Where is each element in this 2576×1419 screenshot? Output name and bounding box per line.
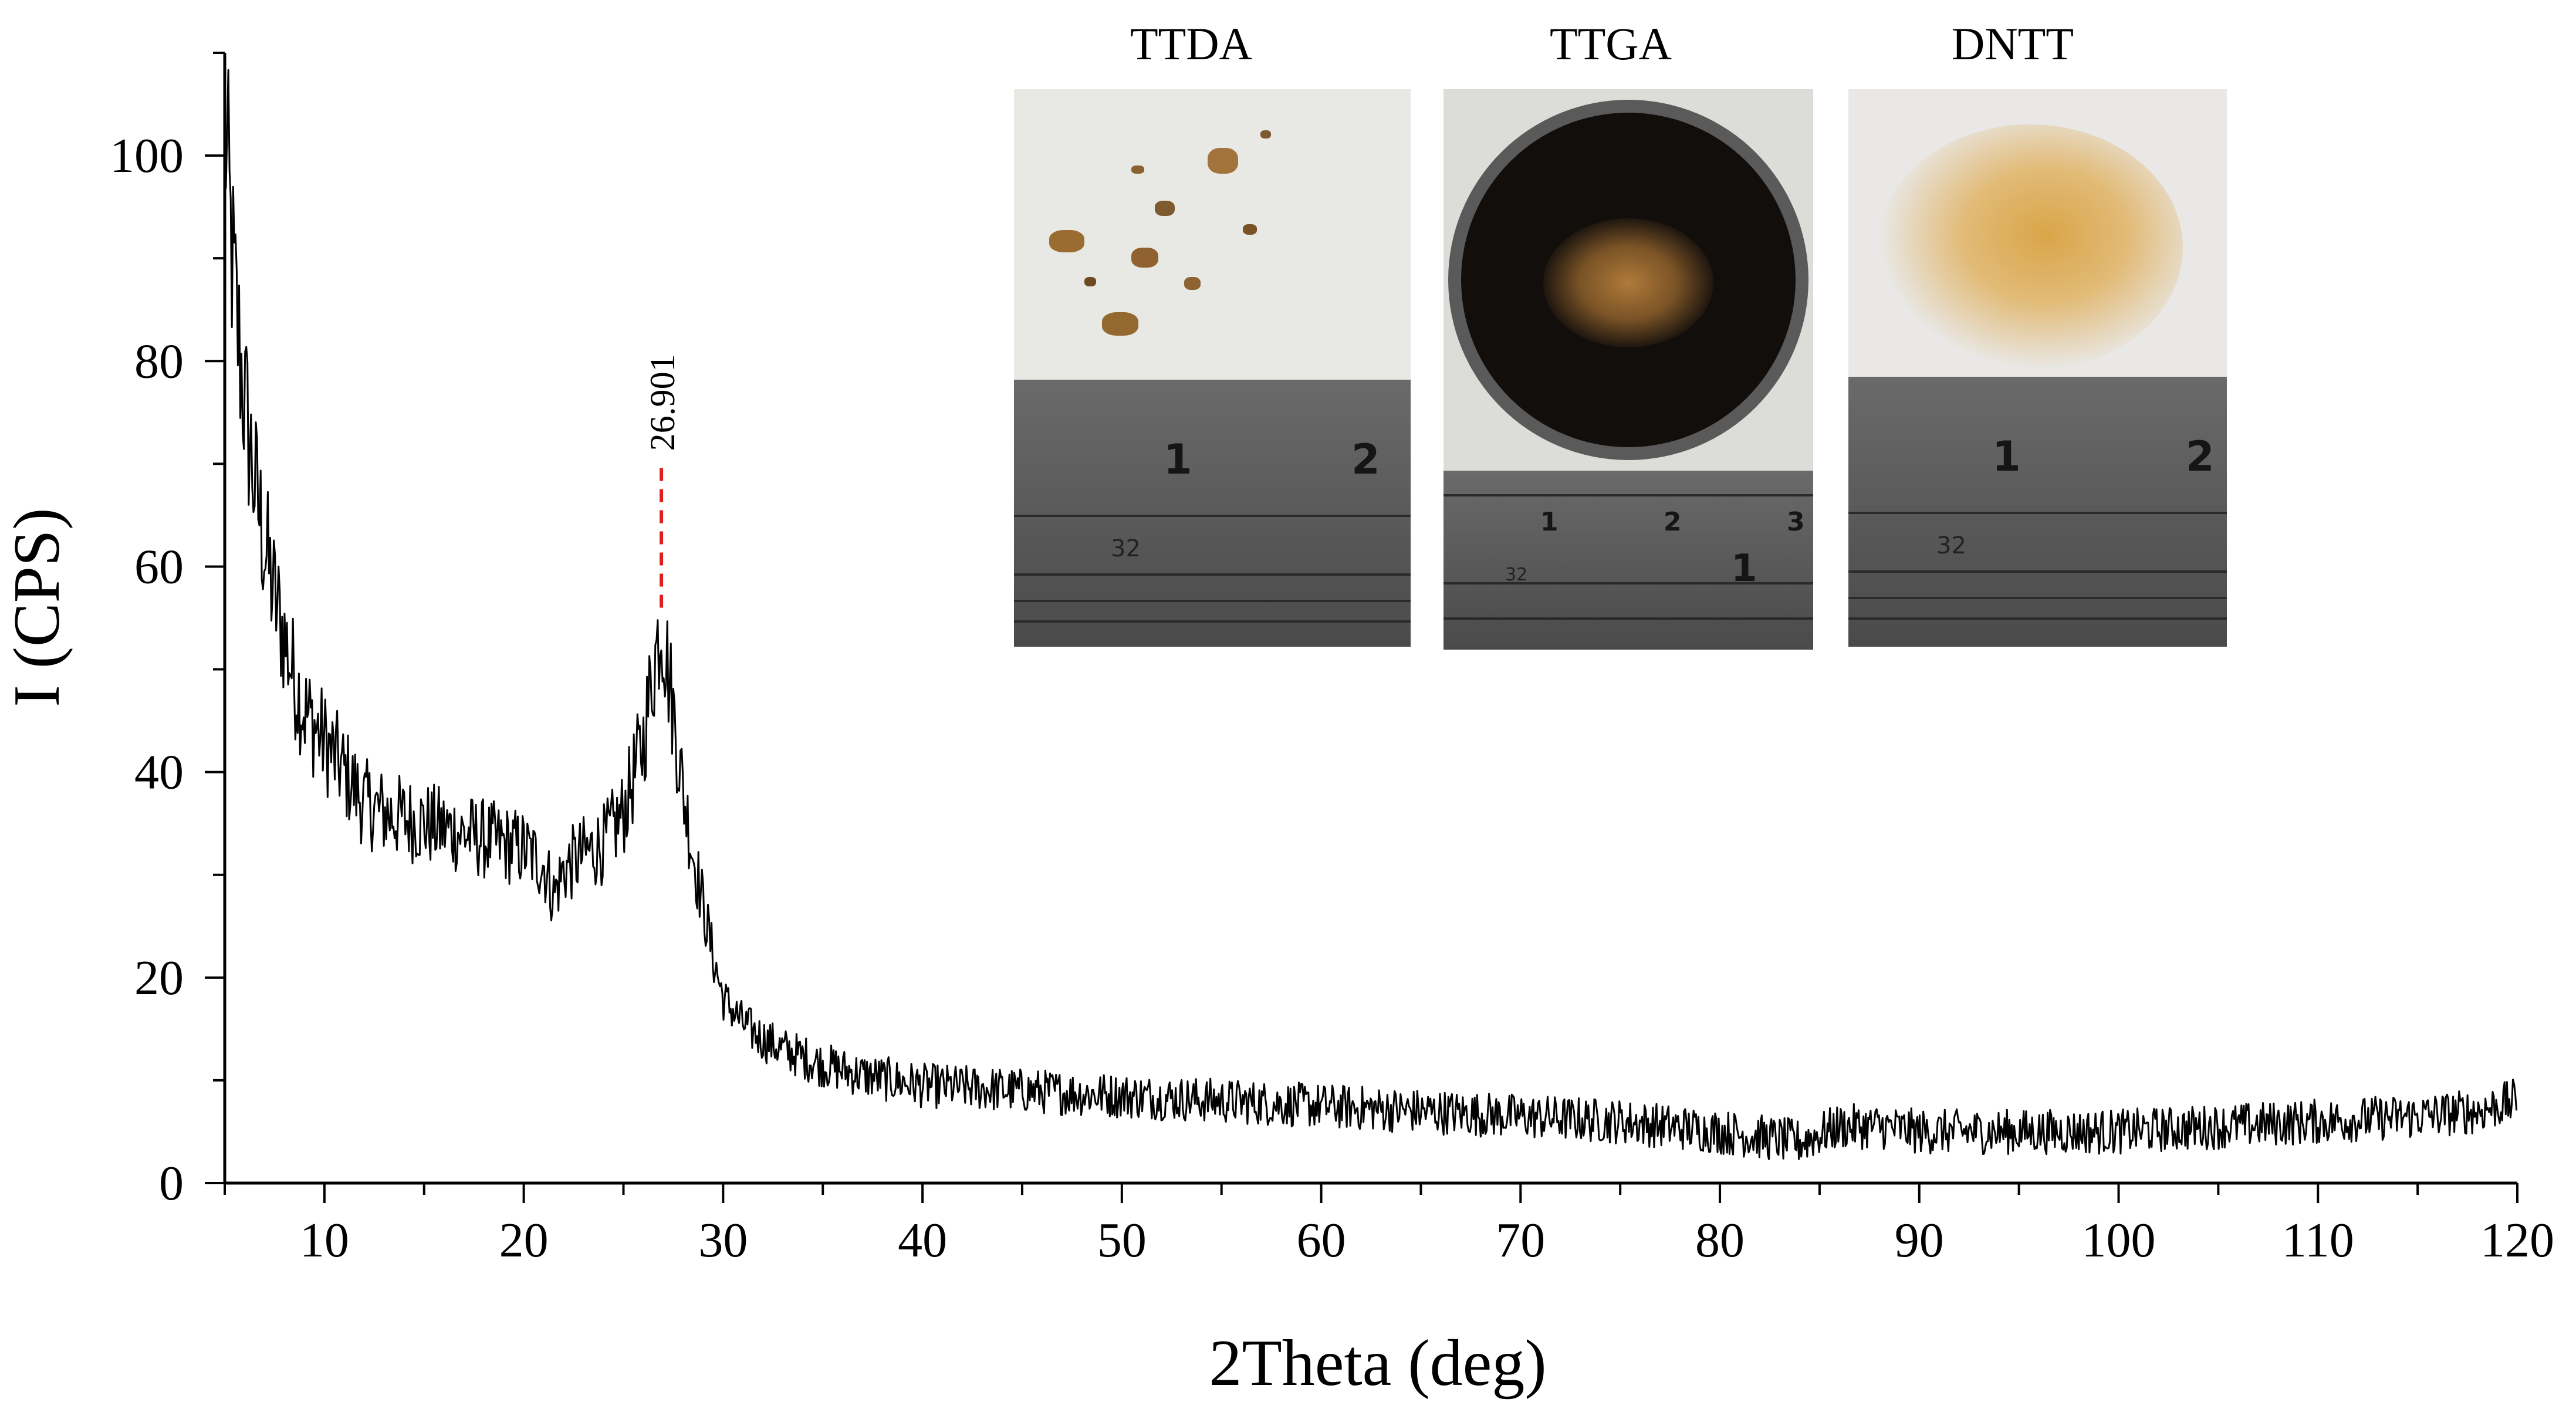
ttda-particle (1260, 130, 1271, 138)
x-tick-label: 80 (1695, 1213, 1745, 1268)
ruler-number: 2 (1351, 435, 1380, 484)
ruler-small-number: 32 (1111, 535, 1141, 562)
ruler-number: 3 (1787, 507, 1805, 537)
ttda-particle (1243, 224, 1257, 235)
ruler-number: 1 (1164, 435, 1192, 484)
x-tick-label: 50 (1097, 1213, 1147, 1268)
ruler-line (1848, 570, 2227, 573)
ruler-line (1443, 582, 1813, 585)
ruler-number: 2 (2186, 433, 2215, 481)
ruler-line (1014, 515, 1411, 517)
data-line (224, 69, 2518, 1160)
ttda-ruler: 1 2 32 (1014, 380, 1411, 647)
ruler-line (1848, 512, 2227, 514)
ttda-particle (1049, 230, 1084, 252)
ttga-powder (1543, 218, 1713, 347)
dntt-powder (1878, 124, 2183, 371)
ttda-particle (1102, 312, 1138, 336)
chart-annotations: 26.901 (643, 354, 682, 608)
photo-ttda: 1 2 32 (1014, 89, 1411, 647)
y-tick-label: 0 (159, 1156, 184, 1211)
ttda-particle (1084, 277, 1096, 286)
y-tick-label: 40 (134, 745, 184, 800)
ruler-line (1848, 597, 2227, 599)
y-tick-label: 60 (134, 539, 184, 594)
dntt-ruler: 1 2 32 (1848, 377, 2227, 647)
x-tick-label: 70 (1496, 1213, 1545, 1268)
y-tick-label: 100 (110, 129, 184, 183)
chart-axes (223, 53, 2517, 1185)
ruler-number: 1 (1540, 507, 1559, 537)
ttda-particle (1155, 201, 1175, 216)
x-tick-label: 100 (2082, 1213, 2156, 1268)
x-tick-label: 10 (300, 1213, 349, 1268)
x-tick-label: 30 (698, 1213, 748, 1268)
ttda-particle (1208, 148, 1238, 174)
peak-label: 26.901 (643, 354, 682, 451)
y-axis-label: I (CPS) (1, 508, 73, 707)
ttga-ruler: 1 2 3 1 32 (1443, 471, 1813, 650)
ruler-line (1443, 617, 1813, 620)
ruler-number: 1 (1992, 433, 2021, 481)
inset-label-ttda: TTDA (1130, 18, 1252, 69)
ruler-number-large: 1 (1731, 547, 1757, 590)
ttda-particle (1131, 165, 1144, 174)
photo-ttga: 1 2 3 1 32 (1443, 89, 1813, 650)
ruler-line (1014, 620, 1411, 623)
photo-dntt: 1 2 32 (1848, 89, 2227, 647)
ruler-small-number: 32 (1505, 565, 1528, 585)
inset-label-dntt: DNTT (1952, 18, 2074, 69)
x-tick-label: 60 (1297, 1213, 1346, 1268)
ruler-line (1443, 494, 1813, 496)
ruler-line (1014, 573, 1411, 576)
chart-series (224, 69, 2518, 1160)
chart-ticks: 10 20 30 40 50 60 70 80 90 100 110 120 0 20 40 60 80 100 (110, 52, 2554, 1268)
x-tick-label: 40 (898, 1213, 947, 1268)
ruler-line (1848, 617, 2227, 620)
x-tick-label: 20 (499, 1213, 549, 1268)
x-tick-label: 120 (2480, 1213, 2554, 1268)
y-tick-label: 20 (134, 951, 184, 1005)
x-tick-label: 110 (2282, 1213, 2354, 1268)
x-tick-label: 90 (1895, 1213, 1944, 1268)
ttda-particle (1131, 248, 1158, 268)
y-tick-label: 80 (134, 334, 184, 388)
inset-label-ttga: TTGA (1550, 18, 1672, 69)
ruler-small-number: 32 (1936, 532, 1966, 559)
x-axis-label: 2Theta (deg) (1209, 1327, 1546, 1400)
ruler-line (1014, 600, 1411, 602)
ttda-particle (1184, 277, 1201, 290)
ruler-number: 2 (1664, 507, 1682, 537)
